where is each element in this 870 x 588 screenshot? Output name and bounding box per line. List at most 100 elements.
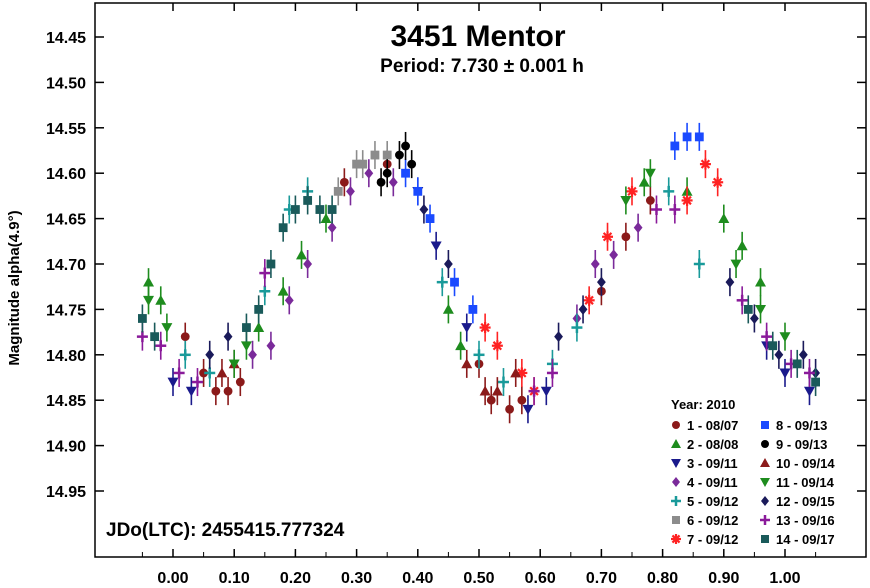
legend-label: 3 - 09/11 xyxy=(687,456,738,471)
x-tick-label: 1.00 xyxy=(769,570,800,587)
data-point xyxy=(161,323,173,334)
legend-marker xyxy=(672,421,680,429)
series-8 xyxy=(401,122,704,324)
series-10 xyxy=(216,349,522,406)
legend-marker xyxy=(671,534,681,544)
legend-label: 11 - 09/14 xyxy=(776,475,835,490)
data-point xyxy=(407,159,417,169)
data-point xyxy=(768,341,778,351)
data-point xyxy=(645,196,655,205)
jdo-annotation: JDo(LTC): 2455415.777324 xyxy=(106,520,345,541)
data-point xyxy=(442,303,454,314)
y-tick-label: 14.60 xyxy=(46,166,86,183)
data-point xyxy=(254,305,264,314)
data-point xyxy=(425,214,435,223)
data-point xyxy=(242,323,251,332)
legend-label: 12 - 09/15 xyxy=(776,494,835,509)
data-point xyxy=(240,341,252,352)
data-point xyxy=(638,176,650,187)
data-point xyxy=(376,177,386,187)
data-point xyxy=(803,367,815,379)
data-point xyxy=(185,386,197,397)
data-point xyxy=(211,386,221,396)
y-tick-label: 14.55 xyxy=(46,121,86,138)
data-point xyxy=(216,367,228,378)
data-point xyxy=(486,395,496,405)
data-point xyxy=(743,305,753,314)
data-point xyxy=(179,349,191,361)
legend-label: 14 - 09/17 xyxy=(776,532,835,547)
data-point xyxy=(333,186,343,196)
legend-marker xyxy=(760,478,770,487)
y-tick-label: 14.45 xyxy=(46,30,86,47)
y-tick-label: 14.50 xyxy=(46,75,86,92)
data-point xyxy=(712,176,724,188)
series-14 xyxy=(138,186,820,397)
data-point xyxy=(444,258,453,270)
series-2 xyxy=(143,168,767,360)
legend-marker xyxy=(672,477,680,487)
data-point xyxy=(436,276,448,288)
data-point xyxy=(479,322,491,334)
data-point xyxy=(473,349,485,361)
data-point xyxy=(491,385,503,396)
data-point xyxy=(497,376,509,388)
data-point xyxy=(382,168,392,178)
data-point xyxy=(517,395,527,405)
data-point xyxy=(136,331,148,343)
data-point xyxy=(803,386,815,397)
data-point xyxy=(303,258,313,270)
chart-title: 3451 Mentor xyxy=(390,20,565,53)
data-point xyxy=(150,332,160,342)
data-point xyxy=(681,194,693,206)
legend-marker xyxy=(671,439,681,448)
data-point xyxy=(491,340,503,352)
series-9 xyxy=(376,131,417,197)
data-point xyxy=(792,359,802,369)
y-tick-label: 14.75 xyxy=(46,302,86,319)
x-tick-label: 0.60 xyxy=(525,570,556,587)
y-tick-label: 14.90 xyxy=(46,439,86,456)
data-point xyxy=(253,322,265,332)
data-point xyxy=(259,267,271,279)
series-13 xyxy=(136,195,815,406)
legend-label: 10 - 09/14 xyxy=(776,456,835,471)
data-point xyxy=(774,349,784,361)
data-point xyxy=(388,176,398,188)
legend-marker xyxy=(760,515,770,525)
x-tick-label: 0.10 xyxy=(219,570,250,587)
data-point xyxy=(303,196,313,205)
data-point xyxy=(352,159,361,169)
data-point xyxy=(468,305,478,314)
legend-marker xyxy=(761,496,769,506)
legend-label: 7 - 09/12 xyxy=(687,532,738,547)
data-point xyxy=(315,205,325,214)
y-tick-label: 14.70 xyxy=(46,257,86,274)
data-point xyxy=(750,312,759,324)
data-point xyxy=(546,367,558,379)
data-point xyxy=(730,259,742,270)
data-point xyxy=(413,186,423,196)
data-point xyxy=(626,185,638,197)
data-point xyxy=(736,294,748,306)
legend-title: Year: 2010 xyxy=(671,397,735,412)
data-point xyxy=(228,359,240,370)
data-point xyxy=(296,249,308,260)
legend-marker xyxy=(672,516,680,524)
data-point xyxy=(725,276,735,288)
x-tick-label: 0.40 xyxy=(402,570,433,587)
data-point xyxy=(450,277,459,287)
data-point xyxy=(505,404,514,414)
data-point xyxy=(479,385,491,396)
data-point xyxy=(205,349,215,361)
data-point xyxy=(718,213,730,223)
y-tick-label: 14.80 xyxy=(46,348,86,365)
data-point xyxy=(779,332,791,343)
data-point xyxy=(461,358,473,369)
y-tick-label: 14.65 xyxy=(46,212,86,229)
x-tick-label: 0.80 xyxy=(647,570,678,587)
data-point xyxy=(259,285,271,297)
legend-label: 8 - 09/13 xyxy=(776,418,827,433)
data-point xyxy=(278,223,288,233)
y-tick-label: 14.95 xyxy=(46,484,86,501)
